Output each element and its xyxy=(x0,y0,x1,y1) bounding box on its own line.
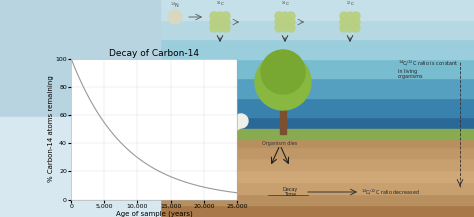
Circle shape xyxy=(281,24,289,32)
Circle shape xyxy=(216,18,224,26)
Circle shape xyxy=(226,122,234,130)
Bar xyxy=(226,124,228,134)
Circle shape xyxy=(340,12,348,20)
Circle shape xyxy=(222,18,230,26)
Text: 99%
$^{12}$C: 99% $^{12}$C xyxy=(345,0,355,9)
Bar xyxy=(155,135,474,147)
Circle shape xyxy=(281,12,289,20)
Circle shape xyxy=(340,18,348,26)
Circle shape xyxy=(216,12,224,20)
Text: Decay
Time: Decay Time xyxy=(283,187,298,197)
Bar xyxy=(280,99,286,134)
Bar xyxy=(155,182,474,194)
Bar xyxy=(155,78,474,98)
Text: $^{14}$C/$^{12}$C ratio is constant
in living
organisms: $^{14}$C/$^{12}$C ratio is constant in l… xyxy=(398,59,458,79)
Bar xyxy=(155,147,474,158)
Circle shape xyxy=(352,24,360,32)
Text: $^{14}$C/$^{12}$C ratio decreased: $^{14}$C/$^{12}$C ratio decreased xyxy=(361,187,419,197)
Circle shape xyxy=(346,12,354,20)
Circle shape xyxy=(275,18,283,26)
Bar xyxy=(155,98,474,117)
Bar xyxy=(0,0,160,117)
Circle shape xyxy=(287,12,295,20)
Bar xyxy=(155,170,474,182)
Ellipse shape xyxy=(208,116,243,132)
Bar xyxy=(212,124,214,134)
Circle shape xyxy=(287,18,295,26)
Circle shape xyxy=(222,12,230,20)
Circle shape xyxy=(210,24,218,32)
Circle shape xyxy=(346,24,354,32)
Y-axis label: % Carbon-14 atoms remaining: % Carbon-14 atoms remaining xyxy=(48,76,54,182)
Circle shape xyxy=(216,24,224,32)
Circle shape xyxy=(215,118,225,128)
Circle shape xyxy=(210,18,218,26)
Circle shape xyxy=(234,114,248,128)
Circle shape xyxy=(352,12,360,20)
Circle shape xyxy=(340,24,348,32)
Bar xyxy=(155,59,474,78)
Circle shape xyxy=(287,24,295,32)
Circle shape xyxy=(346,18,354,26)
Bar xyxy=(155,0,474,20)
Bar xyxy=(155,205,474,217)
Circle shape xyxy=(275,24,283,32)
Text: $^{14}$N: $^{14}$N xyxy=(170,1,180,10)
Text: 1%
$^{14}$C: 1% $^{14}$C xyxy=(281,0,290,9)
Bar xyxy=(155,158,474,170)
Bar xyxy=(0,117,160,217)
Bar xyxy=(155,39,474,59)
Circle shape xyxy=(222,24,230,32)
Title: Decay of Carbon-14: Decay of Carbon-14 xyxy=(109,49,199,58)
Circle shape xyxy=(255,54,311,110)
Circle shape xyxy=(275,12,283,20)
Bar xyxy=(155,129,474,139)
Bar xyxy=(155,194,474,205)
Text: $^{14}$C Decay
begins: $^{14}$C Decay begins xyxy=(201,184,228,200)
Circle shape xyxy=(352,18,360,26)
Bar xyxy=(218,124,220,134)
Circle shape xyxy=(261,50,305,94)
Bar xyxy=(232,124,234,134)
Text: Trace
$^{14}$C: Trace $^{14}$C xyxy=(214,0,226,9)
Circle shape xyxy=(168,10,182,24)
Circle shape xyxy=(210,12,218,20)
Text: Organism dies: Organism dies xyxy=(263,141,298,146)
Bar xyxy=(155,117,474,137)
X-axis label: Age of sample (years): Age of sample (years) xyxy=(116,210,192,217)
Circle shape xyxy=(281,18,289,26)
Bar xyxy=(155,20,474,39)
